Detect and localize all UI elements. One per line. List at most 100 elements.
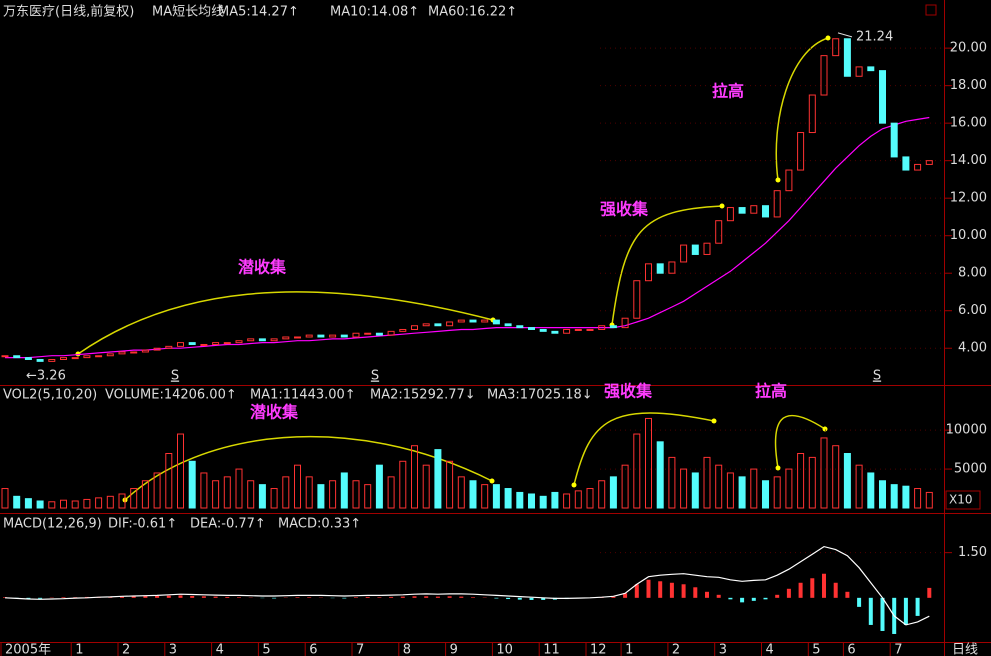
macd-bar: [751, 597, 756, 601]
candle: [890, 122, 898, 158]
candle: [305, 334, 313, 338]
macd-bar: [716, 594, 721, 598]
candle: [387, 330, 395, 336]
candle: [258, 338, 266, 342]
volume-bar: [528, 493, 535, 509]
y-tick-label: 5000: [954, 462, 987, 477]
x-tick-label: 4: [216, 643, 224, 656]
volume-bar: [481, 484, 489, 509]
candle: [130, 351, 138, 354]
legend-entry: DEA:-0.77↑: [190, 517, 266, 532]
candle: [867, 66, 875, 72]
macd-bar: [354, 597, 358, 598]
macd-bar: [857, 597, 862, 607]
volume-bar: [914, 488, 922, 509]
candle: [24, 357, 32, 360]
macd-bar: [517, 597, 522, 600]
x-tick-label: 6: [309, 643, 317, 656]
macd-bar: [166, 595, 171, 598]
y-tick-label: 6.00: [958, 303, 987, 318]
macd-bar: [225, 596, 230, 598]
annotation: 潜收集: [238, 258, 287, 277]
high-label: 21.24: [856, 29, 893, 44]
candle: [820, 55, 828, 96]
macd-bar: [400, 596, 405, 598]
volume-bar: [141, 480, 149, 509]
legend-entry: MA60:16.22↑: [428, 5, 517, 20]
volume-bar: [750, 468, 758, 509]
volume-bar: [773, 476, 781, 509]
candle: [212, 342, 220, 345]
y-tick-label: 4.00: [958, 341, 987, 356]
unit-box: [945, 490, 981, 510]
candle: [60, 357, 67, 360]
candle: [773, 190, 781, 218]
x-tick-label: 3: [719, 643, 727, 656]
candle: [621, 317, 629, 329]
candle: [469, 319, 477, 323]
candle: [785, 169, 793, 192]
annotation: 强收集: [604, 382, 653, 401]
candle: [808, 94, 816, 134]
annotation: 强收集: [600, 200, 649, 219]
legend-entry: MACD:0.33↑: [278, 517, 361, 532]
candle: [411, 325, 418, 330]
macd-bar: [681, 584, 686, 598]
macd-bar: [494, 597, 499, 599]
volume-bar: [539, 495, 547, 509]
volume-bar: [60, 499, 67, 509]
macd-bar: [307, 597, 312, 598]
candle: [340, 334, 348, 338]
volume-bar: [843, 453, 851, 509]
volume-bar: [855, 464, 863, 509]
macd-bar: [190, 596, 195, 598]
candle: [106, 353, 114, 357]
candle: [434, 323, 442, 327]
candle: [36, 358, 44, 362]
x-tick-label: 7: [894, 643, 902, 656]
candle: [200, 343, 208, 346]
volume-bar: [130, 488, 138, 509]
volume-bar: [925, 491, 933, 509]
volume-bar: [762, 480, 769, 509]
candle: [1, 355, 9, 358]
x-tick-label: 3: [169, 643, 177, 656]
signal: S: [873, 369, 881, 384]
macd-bar: [61, 597, 66, 598]
candle: [457, 319, 465, 323]
candle: [609, 325, 617, 329]
macd-bar: [424, 596, 429, 598]
volume-bar: [165, 453, 173, 509]
volume-bar: [399, 460, 407, 509]
volume-bar: [797, 453, 805, 509]
signal: S: [371, 369, 379, 384]
chart-subtitle: MA短长均线: [152, 5, 224, 20]
volume-bar: [375, 464, 383, 509]
candle: [13, 355, 21, 359]
candle: [247, 338, 255, 342]
volume-bar: [329, 480, 337, 509]
volume-bar: [785, 468, 793, 509]
x-tick-label: 2005年: [5, 643, 51, 656]
macd-bar: [611, 596, 616, 598]
candle: [528, 327, 535, 330]
candle: [656, 263, 664, 274]
legend-entry: MA3:17025.18↓: [487, 388, 593, 403]
candle: [95, 355, 103, 358]
volume-bar: [902, 485, 910, 509]
candle: [375, 332, 383, 336]
volume-bar: [574, 490, 582, 509]
macd-bar: [213, 596, 218, 598]
candle: [118, 351, 126, 355]
volume-bar: [188, 460, 196, 509]
volume-bar: [879, 480, 886, 509]
macd-bar: [845, 591, 850, 598]
volume-bar: [282, 476, 290, 509]
candle: [516, 325, 524, 329]
candle: [504, 323, 512, 327]
y-tick-label: 20.00: [950, 41, 987, 56]
macd-bar: [740, 597, 745, 603]
volume-bar: [153, 472, 161, 509]
y-tick-label: 10000: [946, 423, 987, 438]
macd-bar: [377, 597, 382, 598]
